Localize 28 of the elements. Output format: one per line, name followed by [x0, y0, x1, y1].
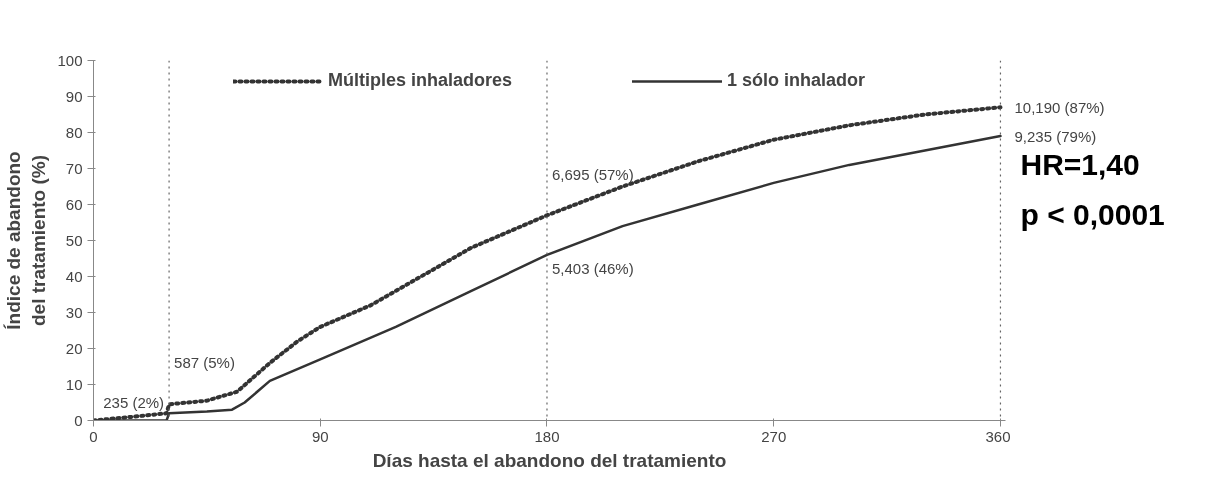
y-tick-label: 60: [65, 195, 83, 213]
annotation: 5,403 (46%): [551, 259, 634, 277]
annotation: 6,695 (57%): [551, 166, 634, 184]
x-tick-label: 0: [89, 427, 98, 445]
y-tick-label: 10: [65, 375, 83, 393]
y-tick-label: 100: [57, 51, 83, 69]
text: HR=1,40: [1020, 147, 1140, 181]
y-axis-title: Índice de abandono del tratamiento (%): [3, 151, 50, 330]
text: p < 0,0001: [1020, 197, 1165, 231]
y-tick-label: 50: [65, 231, 83, 249]
y-tick-label: 40: [65, 267, 83, 285]
x-tick-label: 90: [311, 427, 329, 445]
annotation: 587 (5%): [174, 353, 235, 371]
y-tick-label: 30: [65, 303, 83, 321]
legend-label: 1 sólo inhalador: [727, 70, 866, 91]
x-tick-label: 180: [534, 427, 560, 445]
legend-label: Múltiples inhaladores: [327, 70, 513, 91]
x-tick-label: 270: [761, 427, 787, 445]
y-tick-label: 0: [74, 411, 83, 429]
y-tick-label: 80: [65, 123, 83, 141]
annotation: 235 (2%): [103, 394, 165, 412]
y-tick-label: 90: [65, 87, 83, 105]
x-axis-title: Días hasta el abandono del tratamiento: [372, 449, 727, 471]
annotation: 9,235 (79%): [1014, 127, 1097, 145]
x-tick-label: 360: [985, 427, 1011, 445]
y-tick-label: 70: [65, 159, 83, 177]
y-tick-label: 20: [65, 339, 83, 357]
annotation: 10,190 (87%): [1014, 98, 1105, 116]
